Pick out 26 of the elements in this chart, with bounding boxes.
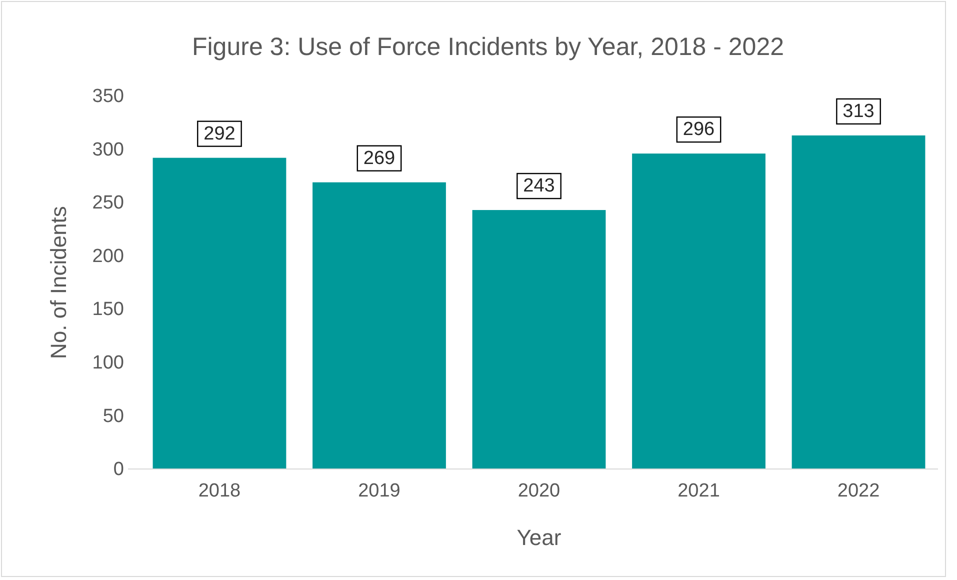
x-tick-label: 2021 <box>678 480 720 502</box>
bar <box>472 210 606 469</box>
bar <box>312 182 446 469</box>
y-tick-label: 0 <box>113 459 124 480</box>
bar <box>632 154 766 469</box>
y-tick-label: 100 <box>92 352 124 374</box>
x-axis-title: Year <box>516 525 562 550</box>
y-tick-label: 50 <box>102 406 124 427</box>
y-tick-label: 350 <box>92 86 124 108</box>
x-tick-label: 2020 <box>518 480 560 502</box>
x-tick-label: 2022 <box>837 480 880 502</box>
y-tick-label: 200 <box>92 246 124 267</box>
y-tick-label: 150 <box>92 299 124 320</box>
y-tick-label: 250 <box>92 192 124 214</box>
data-label: 243 <box>523 176 555 197</box>
data-label: 313 <box>842 100 874 122</box>
y-tick-label: 300 <box>92 139 124 160</box>
data-label: 292 <box>204 123 236 144</box>
data-label: 296 <box>682 119 715 140</box>
y-axis-title: No. of Incidents <box>46 206 71 359</box>
x-tick-label: 2018 <box>198 480 241 502</box>
bar <box>792 135 926 469</box>
bar <box>152 158 286 469</box>
data-label: 269 <box>363 148 396 169</box>
chart-title: Figure 3: Use of Force Incidents by Year, 2018 - 2022 <box>192 33 784 61</box>
x-tick-label: 2019 <box>358 480 400 502</box>
